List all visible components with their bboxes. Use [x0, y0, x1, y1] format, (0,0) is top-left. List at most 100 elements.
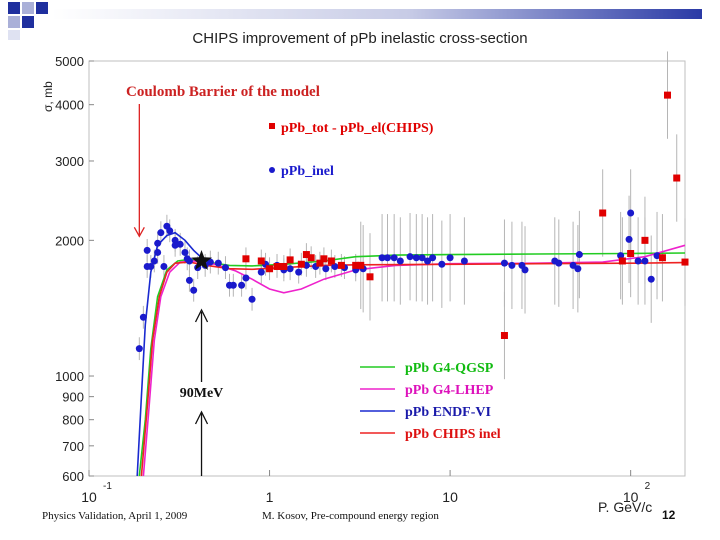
data-point-circle: [574, 265, 582, 273]
data-point-circle: [412, 254, 420, 262]
deco-gradient-bar: [52, 9, 702, 19]
legend-line-label: pPb CHIPS inel: [405, 427, 501, 442]
x-tick-label: 1: [266, 489, 274, 505]
data-point-circle: [396, 257, 404, 265]
data-point-circle: [627, 209, 635, 217]
data-point-circle: [460, 257, 468, 265]
data-point-square: [327, 257, 335, 265]
data-point-square: [641, 236, 649, 244]
data-point-circle: [166, 227, 174, 235]
data-point-square: [316, 259, 324, 267]
slide-decoration: [0, 0, 720, 40]
series-line-ppb-chips-inel: [140, 261, 686, 477]
data-point-circle: [214, 259, 222, 267]
legend-marker-label: pPb_tot - pPb_el(CHIPS): [281, 121, 434, 136]
data-point-circle: [625, 235, 633, 243]
y-tick-label: 5000: [55, 54, 84, 69]
data-point-circle: [617, 252, 625, 260]
data-point-square: [366, 273, 374, 281]
data-point-square: [337, 261, 345, 269]
deco-square: [36, 2, 48, 14]
data-point-circle: [322, 265, 330, 273]
data-point-circle: [206, 258, 214, 266]
data-point-square: [302, 251, 310, 259]
legend-marker-square: [269, 123, 275, 129]
deco-square: [22, 2, 34, 14]
data-point-circle: [257, 268, 265, 276]
data-point-square: [357, 261, 365, 269]
data-point-square: [257, 257, 265, 265]
star-marker: [191, 250, 212, 270]
deco-square: [8, 16, 20, 28]
data-point-circle: [185, 257, 193, 265]
data-point-circle: [181, 248, 189, 256]
data-point-circle: [238, 281, 246, 289]
data-point-circle: [500, 259, 508, 267]
data-point-square: [280, 262, 288, 270]
data-point-circle: [429, 254, 437, 262]
data-point-square: [599, 209, 607, 217]
y-tick-label: 3000: [55, 154, 84, 169]
footer-center: M. Kosov, Pre-compound energy region: [262, 510, 439, 522]
data-point-square: [618, 257, 626, 265]
data-point-square: [320, 255, 328, 263]
y-tick-label: 600: [62, 469, 84, 484]
data-point-square: [297, 260, 305, 268]
data-point-circle: [143, 246, 151, 254]
data-point-square: [627, 250, 635, 258]
data-point-square: [307, 254, 315, 262]
data-point-circle: [221, 264, 229, 272]
data-point-circle: [653, 252, 661, 260]
energy-arrow-lower-head: [194, 410, 209, 425]
data-point-circle: [139, 313, 147, 321]
data-point-circle: [157, 229, 165, 237]
data-point-circle: [190, 286, 198, 294]
data-point-square: [273, 262, 281, 270]
x-tick-label: 10: [81, 489, 97, 505]
data-point-circle: [555, 259, 563, 267]
y-tick-label: 2000: [55, 233, 84, 248]
data-point-circle: [446, 254, 454, 262]
data-point-circle: [634, 257, 642, 265]
data-point-square: [266, 265, 274, 273]
y-axis-label: σ, mb: [41, 81, 55, 112]
data-point-circle: [150, 257, 158, 265]
deco-square: [8, 2, 20, 14]
data-point-circle: [390, 254, 398, 262]
legend-marker-circle: [269, 167, 275, 173]
x-tick-label: 10: [442, 489, 458, 505]
data-point-circle: [331, 262, 339, 270]
y-tick-label: 1000: [55, 369, 84, 384]
energy-label: 90MeV: [180, 386, 224, 401]
x-tick-exponent: -1: [103, 481, 112, 492]
data-point-circle: [147, 262, 155, 270]
data-point-circle: [418, 254, 426, 262]
data-point-circle: [154, 239, 162, 247]
data-point-square: [673, 174, 681, 182]
data-point-circle: [171, 236, 179, 244]
data-point-circle: [160, 262, 168, 270]
series-line-ppb-g4-qgsp: [138, 252, 686, 477]
series-line-ppb-endf-vi: [136, 231, 203, 477]
data-point-circle: [647, 275, 655, 283]
data-point-circle: [383, 254, 391, 262]
x-axis-label: P. GeV/c: [598, 499, 652, 515]
legend-line-label: pPb G4-LHEP: [405, 383, 494, 398]
data-point-circle: [438, 260, 446, 268]
page-number: 12: [662, 508, 676, 522]
legend-line-label: pPb ENDF-VI: [405, 405, 491, 420]
data-point-square: [681, 258, 689, 266]
data-point-circle: [248, 295, 256, 303]
data-point-circle: [521, 266, 529, 274]
coulomb-arrow-head: [133, 227, 145, 238]
data-point-square: [286, 256, 294, 264]
data-point-circle: [424, 257, 432, 265]
x-tick-exponent: 2: [645, 481, 651, 492]
data-point-circle: [176, 240, 184, 248]
data-point-circle: [154, 248, 162, 256]
data-point-circle: [508, 261, 516, 269]
legend-marker-label: pPb_inel: [281, 164, 334, 179]
data-point-circle: [406, 253, 414, 261]
footer-left: Physics Validation, April 1, 2009: [42, 510, 188, 522]
